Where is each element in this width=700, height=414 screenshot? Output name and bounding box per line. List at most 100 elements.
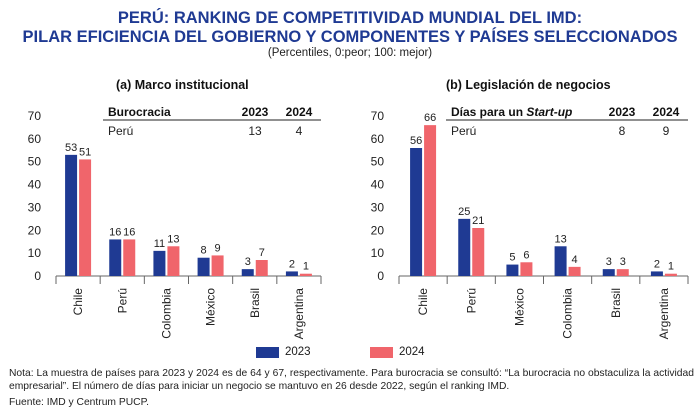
panel-a-bar-2023: [241, 269, 254, 276]
panel-b-data-label-2024: 4: [572, 254, 578, 266]
panel-a-bar-2024: [255, 260, 268, 276]
panel-b-category-label: Colombia: [561, 288, 575, 339]
panel-a-ytick-label: 10: [28, 246, 42, 260]
panel-a-data-label-2024: 7: [259, 247, 265, 259]
panel-b-ytick-label: 70: [371, 109, 385, 123]
panel-a-table-header-2023: 2023: [242, 105, 269, 119]
chart-title-line-1: PERÚ: RANKING DE COMPETITIVIDAD MUNDIAL …: [117, 9, 583, 27]
panel-b-table-header-label: Días para un Start-up: [451, 105, 572, 119]
panel-a-bar-2023: [65, 154, 78, 276]
legend-item-2023: 2023: [256, 346, 311, 358]
panel-a-bar-2024: [123, 239, 136, 276]
panel-a-ytick-label: 40: [28, 178, 42, 192]
panel-a-data-label-2023: 2: [289, 258, 295, 270]
panel-b-table-cell-2023: 8: [619, 124, 626, 138]
legend-item-2024: 2024: [370, 346, 425, 358]
chart-subtitle: (Percentiles, 0:peor; 100: mejor): [267, 47, 433, 59]
panel-b-data-label-2023: 56: [410, 135, 422, 147]
panel-a-data-label-2024: 51: [79, 146, 91, 158]
panel-b-data-label-2024: 6: [523, 249, 529, 261]
panel-a-bar-2024: [79, 159, 92, 276]
panel-a-table-cell-2024: 4: [296, 124, 303, 138]
panel-a-data-label-2024: 16: [123, 226, 135, 238]
panel-a-bar-2024: [211, 255, 224, 276]
panel-b-category-label: Perú: [464, 288, 478, 313]
panel-b-category-label: México: [512, 288, 526, 326]
panel-a-ytick-label: 0: [34, 269, 41, 283]
panel-a-data-label-2024: 13: [167, 233, 179, 245]
panel-b-bar-2023: [554, 246, 567, 276]
legend-label-2023: 2023: [285, 346, 311, 358]
panel-a-data-label-2023: 53: [65, 142, 77, 154]
panel-a-category-label: Argentina: [292, 288, 306, 340]
panel-b-bar-2024: [664, 273, 677, 276]
panel-b-data-label-2024: 1: [668, 261, 674, 273]
panel-b-title: (b) Legislación de negocios: [446, 78, 611, 92]
source-note: Fuente: IMD y Centrum PUCP.: [9, 397, 150, 408]
panel-a-ytick-label: 70: [28, 109, 42, 123]
panel-a-bar-2024: [167, 246, 180, 276]
panel-a-table-header-2024: 2024: [286, 105, 313, 119]
panel-b-data-label-2023: 25: [458, 206, 470, 218]
panel-b-table-cell-2024: 9: [663, 124, 670, 138]
panel-b-category-label: Brasil: [609, 288, 623, 318]
panel-b-table-header-italic: Start-up: [526, 105, 572, 119]
panel-a-bar-2023: [109, 239, 122, 276]
panel-a-category-label: Chile: [71, 288, 85, 316]
panel-b-ytick-label: 60: [371, 132, 385, 146]
panel-b-data-label-2024: 21: [472, 215, 484, 227]
legend-swatch-2023: [256, 346, 279, 358]
panel-a-table-cell-2023: 13: [248, 124, 262, 138]
panel-a-title: (a) Marco institucional: [116, 78, 249, 92]
panel-b-ytick-label: 40: [371, 178, 385, 192]
panel-b-bar-2024: [568, 266, 581, 276]
panel-b-data-label-2024: 3: [620, 256, 626, 268]
panel-b-data-label-2023: 2: [654, 258, 660, 270]
panel-a-table-row-label: Perú: [108, 124, 133, 138]
panel-a-table-header-label: Burocracia: [108, 105, 171, 119]
panel-a-bar-2023: [153, 250, 166, 276]
panel-a-data-label-2023: 11: [154, 238, 165, 250]
panel-b-ytick-label: 50: [371, 155, 385, 169]
chart-title-line-2: PILAR EFICIENCIA DEL GOBIERNO Y COMPONEN…: [22, 28, 678, 46]
panel-b-bar-2023: [506, 264, 519, 276]
panel-a-data-label-2023: 16: [109, 226, 121, 238]
panel-b-bar-2024: [424, 125, 437, 277]
panel-a-bar-2023: [285, 271, 298, 276]
panel-a-category-label: México: [204, 288, 218, 326]
panel-b-table-header-2024: 2024: [653, 105, 680, 119]
panel-a-category-label: Colombia: [159, 288, 173, 339]
panel-b-ytick-label: 30: [371, 200, 385, 214]
panel-a-ytick-label: 60: [28, 132, 42, 146]
panel-b-data-label-2023: 5: [509, 252, 515, 264]
panel-b-data-label-2023: 13: [554, 233, 566, 245]
panel-b-table-row-label: Perú: [451, 124, 476, 138]
panel-b-table-header-2023: 2023: [609, 105, 636, 119]
panel-b-ytick-label: 10: [371, 246, 385, 260]
panel-a-category-label: Brasil: [248, 288, 262, 318]
panel-b-bar-2023: [602, 269, 615, 276]
legend-swatch-2024: [370, 346, 393, 358]
panel-b-bar-2023: [458, 218, 471, 276]
panel-a-category-label: Perú: [115, 288, 129, 313]
panel-a-ytick-label: 50: [28, 155, 42, 169]
panel-a-data-label-2024: 1: [303, 261, 309, 273]
panel-b-category-label: Chile: [416, 288, 430, 316]
panel-a-data-label-2023: 8: [201, 245, 207, 257]
panel-a-ytick-label: 20: [28, 223, 42, 237]
panel-b-bar-2024: [472, 228, 485, 276]
panel-a-bar-2024: [299, 273, 312, 276]
footnote: Nota: La muestra de países para 2023 y 2…: [9, 368, 694, 392]
panel-a-data-label-2023: 3: [245, 256, 251, 268]
panel-b-ytick-label: 20: [371, 223, 385, 237]
legend-label-2024: 2024: [399, 346, 425, 358]
panel-b-bar-2024: [616, 269, 629, 276]
panel-a-bar-2023: [197, 257, 210, 276]
panel-b-bar-2024: [520, 262, 533, 276]
panel-b-bar-2023: [410, 148, 423, 276]
panel-b-data-label-2024: 66: [424, 112, 436, 124]
panel-b-data-label-2023: 3: [606, 256, 612, 268]
panel-b-bar-2023: [650, 271, 663, 276]
panel-b-category-label: Argentina: [657, 288, 671, 340]
